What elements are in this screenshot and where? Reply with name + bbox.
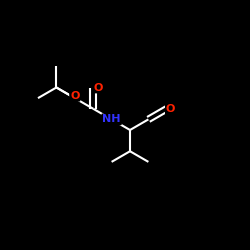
Text: O: O [94,82,103,92]
Text: O: O [70,91,80,101]
Text: NH: NH [102,114,121,124]
Text: O: O [166,104,175,114]
